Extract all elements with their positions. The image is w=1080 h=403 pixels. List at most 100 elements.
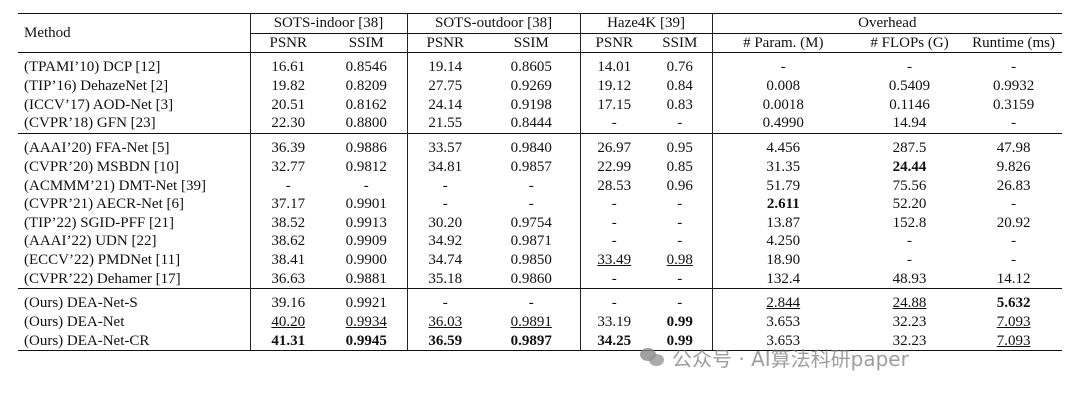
value-cell: 21.55	[407, 114, 483, 133]
value-text: -	[611, 270, 617, 287]
value-text: 32.77	[271, 158, 306, 175]
value-text: 33.57	[428, 140, 463, 157]
value-cell: 19.82	[250, 77, 326, 96]
runtime-header: Runtime (ms)	[972, 34, 1056, 51]
value-text: 19.82	[271, 78, 306, 95]
value-cell: -	[326, 176, 408, 196]
table-row: (AAAI’20) FFA-Net [5] 36.39 0.9886 33.57 0.9…	[18, 132, 1063, 158]
value-text: 41.31	[271, 332, 306, 349]
value-cell: 0.99	[648, 313, 713, 332]
value-text: 38.52	[271, 214, 306, 231]
value-cell: 287.5	[854, 132, 966, 158]
value-cell: 0.85	[648, 157, 713, 177]
table-row: (ICCV’17) AOD-Net [3] 20.51 0.8162 24.14 0.9…	[18, 95, 1062, 115]
value-text: 0.83	[666, 96, 693, 113]
value-text: 0.9897	[510, 332, 552, 349]
value-cell: 0.8162	[326, 95, 408, 115]
value-text: 20.92	[996, 214, 1031, 231]
value-cell: 0.8444	[483, 114, 581, 134]
table-row: (TIP’16) DehazeNet [2] 19.82 0.8209 27.75 0.…	[18, 77, 1062, 96]
value-cell: 2.844	[712, 288, 855, 314]
value-text: 2.611	[766, 196, 800, 213]
value-text: 0.9754	[510, 214, 552, 231]
value-text: 0.9909	[345, 233, 387, 250]
value-text: 0.95	[666, 140, 693, 157]
value-text: 0.85	[666, 158, 693, 175]
value-cell: 14.12	[965, 270, 1062, 289]
method-cell: (CVPR’18) GFN [23]	[18, 114, 251, 134]
value-cell: 0.9860	[483, 269, 581, 289]
value-cell: 0.5409	[854, 77, 965, 96]
value-text: 0.9932	[992, 78, 1035, 95]
value-text: 0.8162	[345, 96, 387, 113]
value-text: 0.9900	[345, 251, 387, 268]
value-cell: 20.92	[965, 214, 1062, 233]
ssim-header: SSIM	[483, 33, 581, 53]
value-cell: 0.0018	[712, 96, 854, 115]
value-cell: -	[580, 270, 648, 289]
method-cell: (TIP’16) DehazeNet [2]	[18, 77, 251, 96]
value-text: 19.12	[597, 78, 632, 95]
value-cell: 34.92	[407, 232, 483, 251]
value-text: 32.23	[892, 332, 927, 349]
value-cell: 35.18	[407, 270, 483, 289]
value-text: 4.456	[766, 140, 801, 157]
method-cell: (Ours) DEA-Net-S	[18, 288, 251, 314]
value-cell: -	[648, 269, 713, 289]
value-text: 0.9913	[345, 214, 387, 231]
value-cell: 0.84	[648, 77, 713, 96]
value-text: -	[611, 295, 617, 312]
watermark: 公众号 · AI算法科研paper	[640, 343, 909, 371]
value-text: 0.99	[666, 314, 693, 331]
value-cell: -	[483, 195, 581, 214]
value-cell: 0.9897	[483, 331, 581, 352]
value-text: 4.250	[766, 233, 801, 250]
value-text: 21.55	[428, 115, 463, 132]
psnr-header: PSNR	[426, 34, 465, 51]
value-cell: -	[712, 52, 855, 78]
value-cell: 16.61	[250, 52, 326, 78]
value-text: -	[677, 270, 683, 287]
value-text: 28.53	[597, 177, 632, 194]
value-text: -	[363, 177, 369, 194]
value-text: 0.0018	[762, 96, 804, 113]
value-cell: 0.96	[648, 176, 713, 196]
value-cell: 33.19	[580, 313, 648, 332]
value-cell: 0.9850	[483, 250, 581, 270]
value-text: 38.62	[271, 233, 306, 250]
value-cell: 36.39	[250, 132, 326, 158]
value-text: -	[528, 295, 534, 312]
value-text: 22.99	[597, 158, 632, 175]
value-text: 0.9901	[345, 196, 387, 213]
value-text: 33.49	[597, 251, 632, 268]
value-cell: 22.99	[580, 158, 648, 177]
value-cell: 19.14	[407, 52, 484, 78]
value-cell: -	[965, 232, 1062, 251]
value-cell: -	[407, 177, 483, 196]
value-text: 0.9860	[510, 270, 552, 287]
value-text: 0.9921	[345, 295, 387, 312]
value-text: 51.79	[766, 177, 801, 194]
value-text: 0.8546	[345, 59, 387, 76]
table-row: (CVPR’21) AECR-Net [6] 37.17 0.9901 - - - - 2.6…	[18, 195, 1062, 214]
value-text: -	[285, 177, 291, 194]
value-text: 39.16	[271, 295, 306, 312]
value-text: 0.8605	[510, 59, 552, 76]
value-cell: 13.87	[712, 214, 854, 233]
value-text: 0.4990	[762, 115, 804, 132]
value-text: -	[780, 59, 786, 76]
value-cell: -	[250, 177, 326, 196]
value-cell: -	[580, 232, 648, 251]
value-text: 38.41	[271, 251, 306, 268]
table-body: (TPAMI’10) DCP [12] 16.61 0.8546 19.14 0.860…	[18, 52, 1063, 352]
value-text: 36.39	[271, 140, 306, 157]
value-cell: 0.9932	[965, 77, 1062, 96]
value-text: 0.008	[766, 78, 801, 95]
value-text: 2.844	[766, 295, 801, 312]
value-text: 34.92	[428, 233, 463, 250]
results-table-wrapper: Method SOTS-indoor [38] SOTS-outdoor [38…	[18, 12, 1063, 352]
value-cell: -	[580, 214, 648, 233]
value-cell: 4.456	[712, 132, 855, 158]
value-cell: 24.88	[854, 288, 966, 314]
value-cell: 20.51	[250, 96, 326, 115]
